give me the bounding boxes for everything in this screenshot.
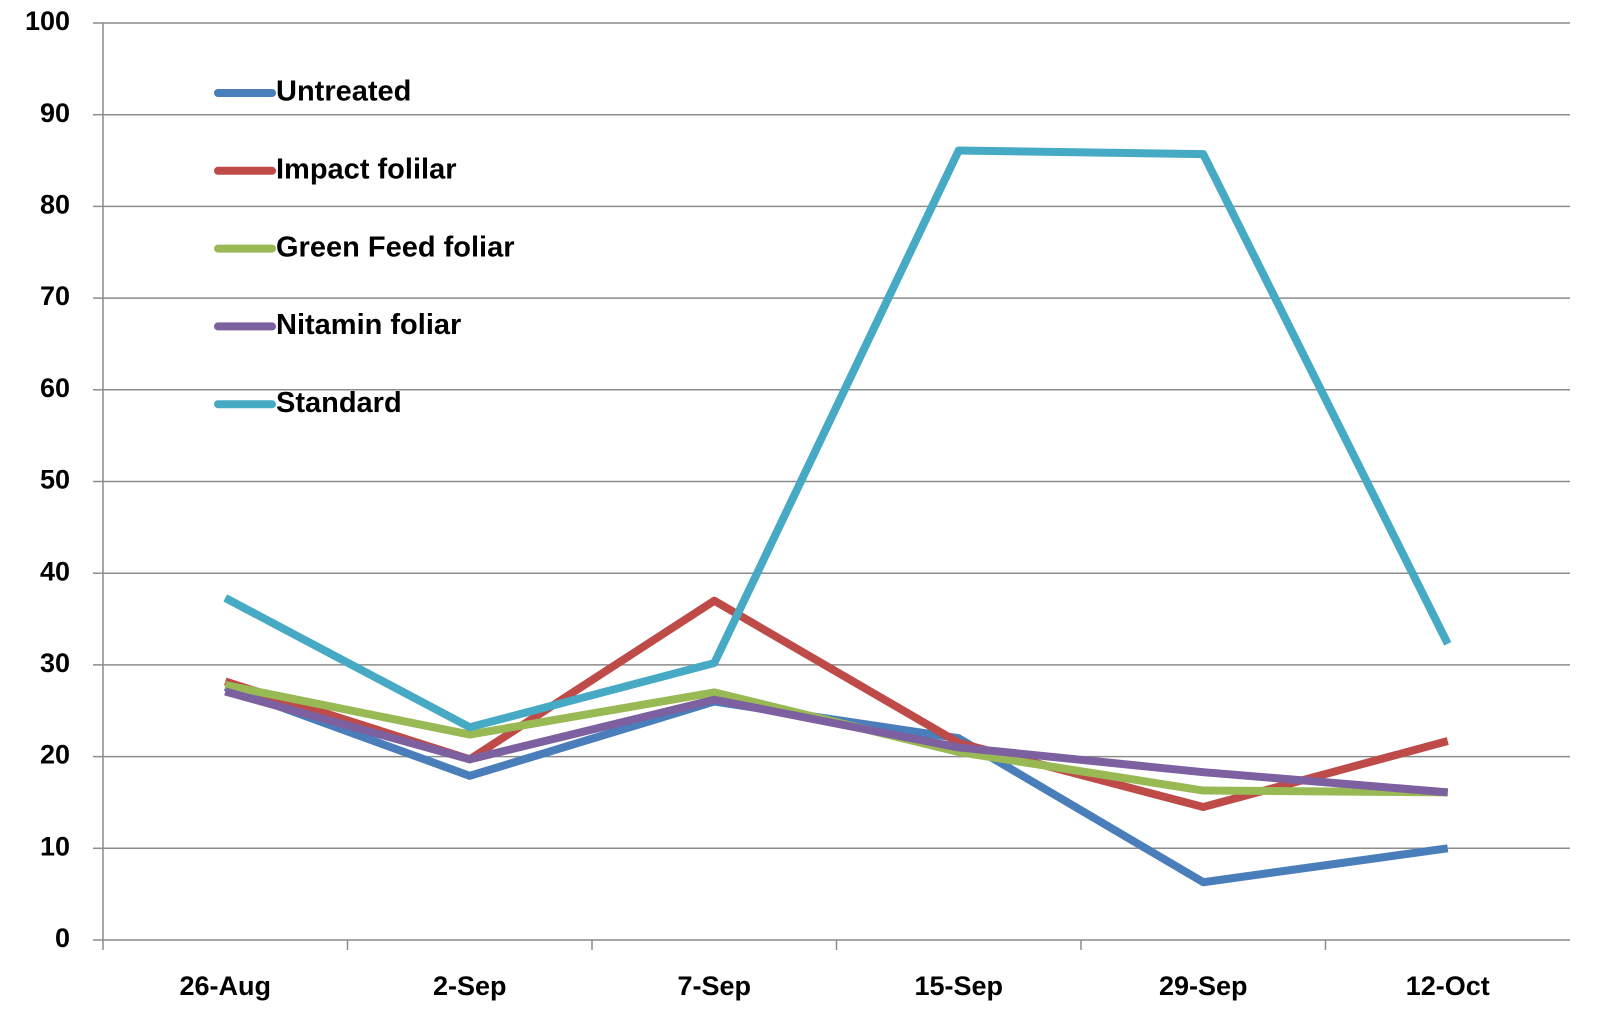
y-tick-label: 0 (55, 923, 70, 953)
series-line (223, 683, 1449, 887)
y-tick-label: 30 (40, 648, 70, 678)
legend-label: Untreated (276, 76, 411, 108)
y-tick-label: 90 (40, 98, 70, 128)
x-tick-label: 15-Sep (914, 971, 1003, 1001)
y-tick-label: 70 (40, 281, 70, 311)
legend-label: Impact folilar (276, 153, 457, 185)
y-tick-label: 50 (40, 465, 70, 495)
y-tick-label: 10 (40, 831, 70, 861)
x-tick-label: 29-Sep (1159, 971, 1248, 1001)
legend-label: Nitamin foliar (276, 309, 461, 341)
y-tick-label: 80 (40, 190, 70, 220)
x-tick-label: 2-Sep (433, 971, 507, 1001)
y-tick-label: 100 (25, 6, 70, 36)
legend-label: Green Feed foliar (276, 231, 515, 263)
x-tick-label: 7-Sep (677, 971, 751, 1001)
y-tick-label: 20 (40, 740, 70, 770)
legend-label: Standard (276, 387, 402, 419)
x-tick-label: 26-Aug (179, 971, 271, 1001)
series-line (223, 146, 1452, 732)
series-line (224, 687, 1449, 797)
y-tick-label: 40 (40, 556, 70, 586)
y-tick-label: 60 (40, 373, 70, 403)
x-tick-label: 12-Oct (1406, 971, 1490, 1001)
